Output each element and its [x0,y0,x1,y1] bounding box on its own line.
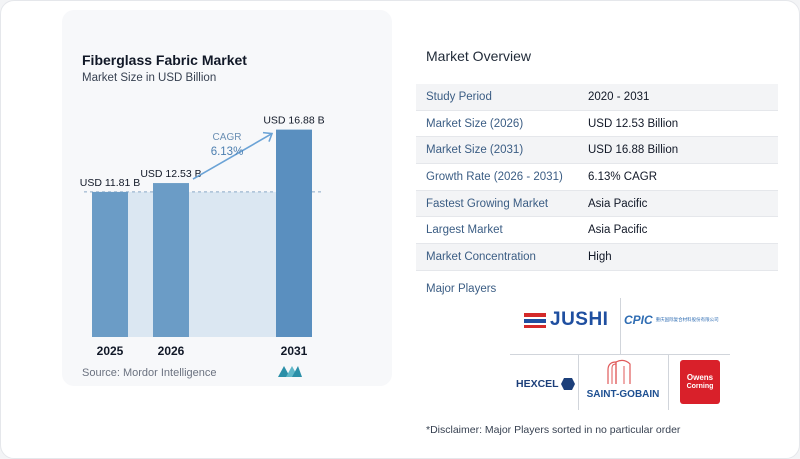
overview-label: Largest Market [426,224,503,237]
overview-table: Study Period 2020 - 2031 Market Size (2026… [416,84,778,271]
jushi-logo: JUSHI [524,308,616,332]
cpic-wordmark: CPIC [624,313,653,327]
market-overview-title: Market Overview [426,48,532,64]
corning-wordmark: Corning [686,382,714,390]
jushi-mark-icon [524,313,546,328]
overview-row: Market Size (2026) USD 12.53 Billion [416,111,778,138]
overview-row: Market Concentration High [416,244,778,271]
data-label: USD 11.81 B [80,177,141,189]
category-label: 2031 [281,344,308,358]
hexcel-wordmark: HEXCEL [516,378,559,390]
mordor-logo-icon [278,366,302,377]
category-label: 2026 [158,344,185,358]
cpic-text: 重庆国际复合材料股份有限公司 [655,316,719,322]
overview-row: Fastest Growing Market Asia Pacific [416,190,778,218]
cpic-logo: CPIC 重庆国际复合材料股份有限公司 [624,308,730,332]
owens-corning-logo: Owens Corning [680,360,720,404]
overview-value: Asia Pacific [588,224,648,237]
data-label: USD 16.88 B [263,115,324,127]
chart-title: Fiberglass Fabric Market [82,52,247,68]
divider [620,298,621,354]
cagr-label: CAGR [213,132,242,143]
source-text: Source: Mordor Intelligence [82,367,217,379]
overview-label: Growth Rate (2026 - 2031) [426,170,563,183]
overview-row: Market Size (2031) USD 16.88 Billion [416,137,778,165]
overview-label: Fastest Growing Market [426,197,549,210]
overview-value: 6.13% CAGR [588,170,658,183]
major-players-title: Major Players [426,283,497,295]
category-label: 2025 [97,344,124,358]
saint-gobain-arch-icon [607,359,631,384]
overview-label: Market Concentration [426,250,536,263]
overview-value: USD 12.53 Billion [588,117,679,130]
bar-chart: USD 11.81 B 2025 USD 12.53 B 2026 USD 16.88 … [80,115,325,358]
overview-value: Asia Pacific [588,197,648,210]
chart-card: Fiberglass Fabric Market Market Size in … [62,10,392,386]
overview-row: Largest Market Asia Pacific [416,217,778,245]
overview-value: USD 16.88 Billion [588,144,679,157]
overview-row: Growth Rate (2026 - 2031) 6.13% CAGR [416,164,778,191]
saint-gobain-wordmark: SAINT-GOBAIN [586,389,660,400]
chart-subtitle: Market Size in USD Billion [82,72,217,84]
divider [578,354,579,410]
cagr-arrowhead [262,131,274,142]
disclaimer: *Disclaimer: Major Players sorted in no … [426,424,681,436]
jushi-wordmark: JUSHI [550,309,609,330]
overview-label: Market Size (2026) [426,117,524,130]
divider [510,354,730,355]
cagr-value: 6.13% [211,146,244,158]
hexcel-hex-icon [560,378,575,390]
overview-row: Study Period 2020 - 2031 [416,84,778,111]
overview-value: 2020 - 2031 [588,90,650,103]
shaded-area [128,191,276,337]
bar [276,129,312,337]
overview-value: High [588,250,612,263]
bar [92,191,128,337]
bar [153,183,189,337]
divider [668,354,669,410]
owens-wordmark: Owens [686,372,714,382]
hexcel-logo: HEXCEL [516,374,576,394]
cagr-arrow [192,132,273,180]
saint-gobain-logo: SAINT-GOBAIN [580,356,666,408]
overview-label: Study Period [426,90,492,103]
data-label: USD 12.53 B [140,168,201,180]
major-players-logos: JUSHI CPIC 重庆国际复合材料股份有限公司 HEXCEL SAINT-G… [510,298,730,410]
overview-label: Market Size (2031) [426,144,524,157]
